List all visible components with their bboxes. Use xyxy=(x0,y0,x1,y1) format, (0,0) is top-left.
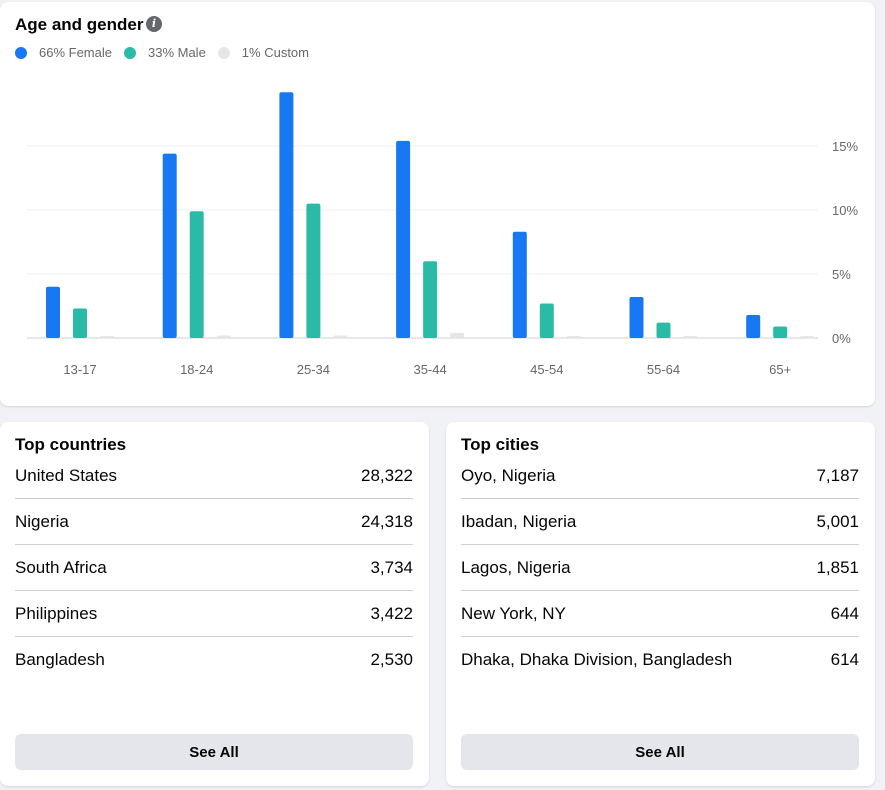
top-countries-list: United States 28,322 Nigeria 24,318 South … xyxy=(15,453,413,683)
bar-male xyxy=(539,303,554,338)
list-item: Ibadan, Nigeria 5,001 xyxy=(461,499,859,545)
country-value: 28,322 xyxy=(361,465,413,485)
legend-dot-female xyxy=(15,46,27,59)
bar-female xyxy=(746,314,761,338)
bar-male xyxy=(189,211,204,338)
x-tick-label: 35-44 xyxy=(413,362,446,377)
see-all-countries-button[interactable]: See All xyxy=(15,734,413,770)
city-name: Oyo, Nigeria xyxy=(461,465,556,485)
bar-custom xyxy=(450,332,465,338)
city-value: 5,001 xyxy=(816,511,859,531)
bar-custom xyxy=(333,335,348,338)
bar-male xyxy=(656,322,671,338)
chart-legend: 66% Female 33% Male 1% Custom xyxy=(15,45,321,60)
x-tick-label: 55-64 xyxy=(647,362,680,377)
list-item: Nigeria 24,318 xyxy=(15,499,413,545)
country-name: United States xyxy=(15,465,118,485)
list-item: New York, NY 644 xyxy=(461,591,859,637)
bar-female xyxy=(629,297,644,338)
bar-custom xyxy=(216,335,231,338)
country-value: 3,422 xyxy=(370,603,413,623)
country-name: Nigeria xyxy=(15,511,69,531)
x-tick-label: 65+ xyxy=(769,362,791,377)
country-value: 3,734 xyxy=(370,557,413,577)
legend-label-custom: 1% Custom xyxy=(241,45,309,60)
country-name: Bangladesh xyxy=(15,650,105,669)
city-name: Dhaka, Dhaka Division, Bangladesh xyxy=(461,650,733,669)
bar-male xyxy=(73,308,87,338)
bar-male xyxy=(423,261,438,338)
list-item: South Africa 3,734 xyxy=(15,545,413,591)
y-tick-label: 10% xyxy=(832,203,858,218)
bar-male xyxy=(773,326,788,338)
city-name: New York, NY xyxy=(461,603,566,623)
list-item: Oyo, Nigeria 7,187 xyxy=(461,453,859,499)
x-tick-label: 13-17 xyxy=(63,362,96,377)
list-item: Dhaka, Dhaka Division, Bangladesh 614 xyxy=(461,637,859,683)
x-tick-label: 45-54 xyxy=(530,362,563,377)
x-tick-label: 25-34 xyxy=(297,362,330,377)
list-item: United States 28,322 xyxy=(15,453,413,499)
bar-female xyxy=(46,286,60,338)
legend-item-male[interactable]: 33% Male xyxy=(123,45,206,60)
age-gender-card: Age and gender i 66% Female 33% Male 1% … xyxy=(0,2,875,406)
top-cities-card: Top cities Oyo, Nigeria 7,187 Ibadan, Nig… xyxy=(446,422,875,786)
list-item: Lagos, Nigeria 1,851 xyxy=(461,545,859,591)
legend-dot-custom xyxy=(217,46,230,59)
city-value: 644 xyxy=(830,603,859,623)
bar-custom xyxy=(100,336,114,338)
city-value: 7,187 xyxy=(816,465,859,485)
age-gender-bar-chart: 0% 5% 10% 15% 13-17 18-24 25-34 35-44 45-54 55-64… xyxy=(27,92,858,377)
country-name: Philippines xyxy=(15,603,98,623)
country-name: South Africa xyxy=(15,557,107,577)
bar-female xyxy=(279,92,294,339)
legend-item-female[interactable]: 66% Female xyxy=(15,45,112,60)
y-tick-label: 0% xyxy=(832,331,851,346)
bar-custom xyxy=(800,336,815,338)
bar-female xyxy=(512,231,527,338)
list-item: Philippines 3,422 xyxy=(15,591,413,637)
bar-custom xyxy=(566,336,581,338)
x-tick-label: 18-24 xyxy=(180,362,213,377)
bar-female xyxy=(162,153,177,338)
bar-custom xyxy=(683,336,698,338)
y-tick-label: 15% xyxy=(832,139,858,154)
city-value: 614 xyxy=(830,650,859,669)
legend-dot-male xyxy=(123,46,136,59)
city-value: 1,851 xyxy=(816,557,859,577)
legend-label-female: 66% Female xyxy=(39,45,112,60)
country-value: 2,530 xyxy=(370,650,413,669)
bar-female xyxy=(396,140,411,338)
country-value: 24,318 xyxy=(361,511,413,531)
city-name: Ibadan, Nigeria xyxy=(461,511,577,531)
city-name: Lagos, Nigeria xyxy=(461,557,571,577)
top-countries-card: Top countries United States 28,322 Nigeri… xyxy=(0,422,429,786)
top-countries-title: Top countries xyxy=(15,435,127,454)
age-gender-title: Age and gender xyxy=(15,15,144,34)
info-icon[interactable]: i xyxy=(146,16,162,32)
legend-item-custom[interactable]: 1% Custom xyxy=(217,45,309,60)
list-item: Bangladesh 2,530 xyxy=(15,637,413,683)
top-cities-title: Top cities xyxy=(461,435,540,454)
legend-label-male: 33% Male xyxy=(147,45,206,60)
top-cities-list: Oyo, Nigeria 7,187 Ibadan, Nigeria 5,001 L… xyxy=(461,453,859,683)
bar-male xyxy=(306,203,321,338)
see-all-cities-button[interactable]: See All xyxy=(461,734,859,770)
y-tick-label: 5% xyxy=(832,267,851,282)
